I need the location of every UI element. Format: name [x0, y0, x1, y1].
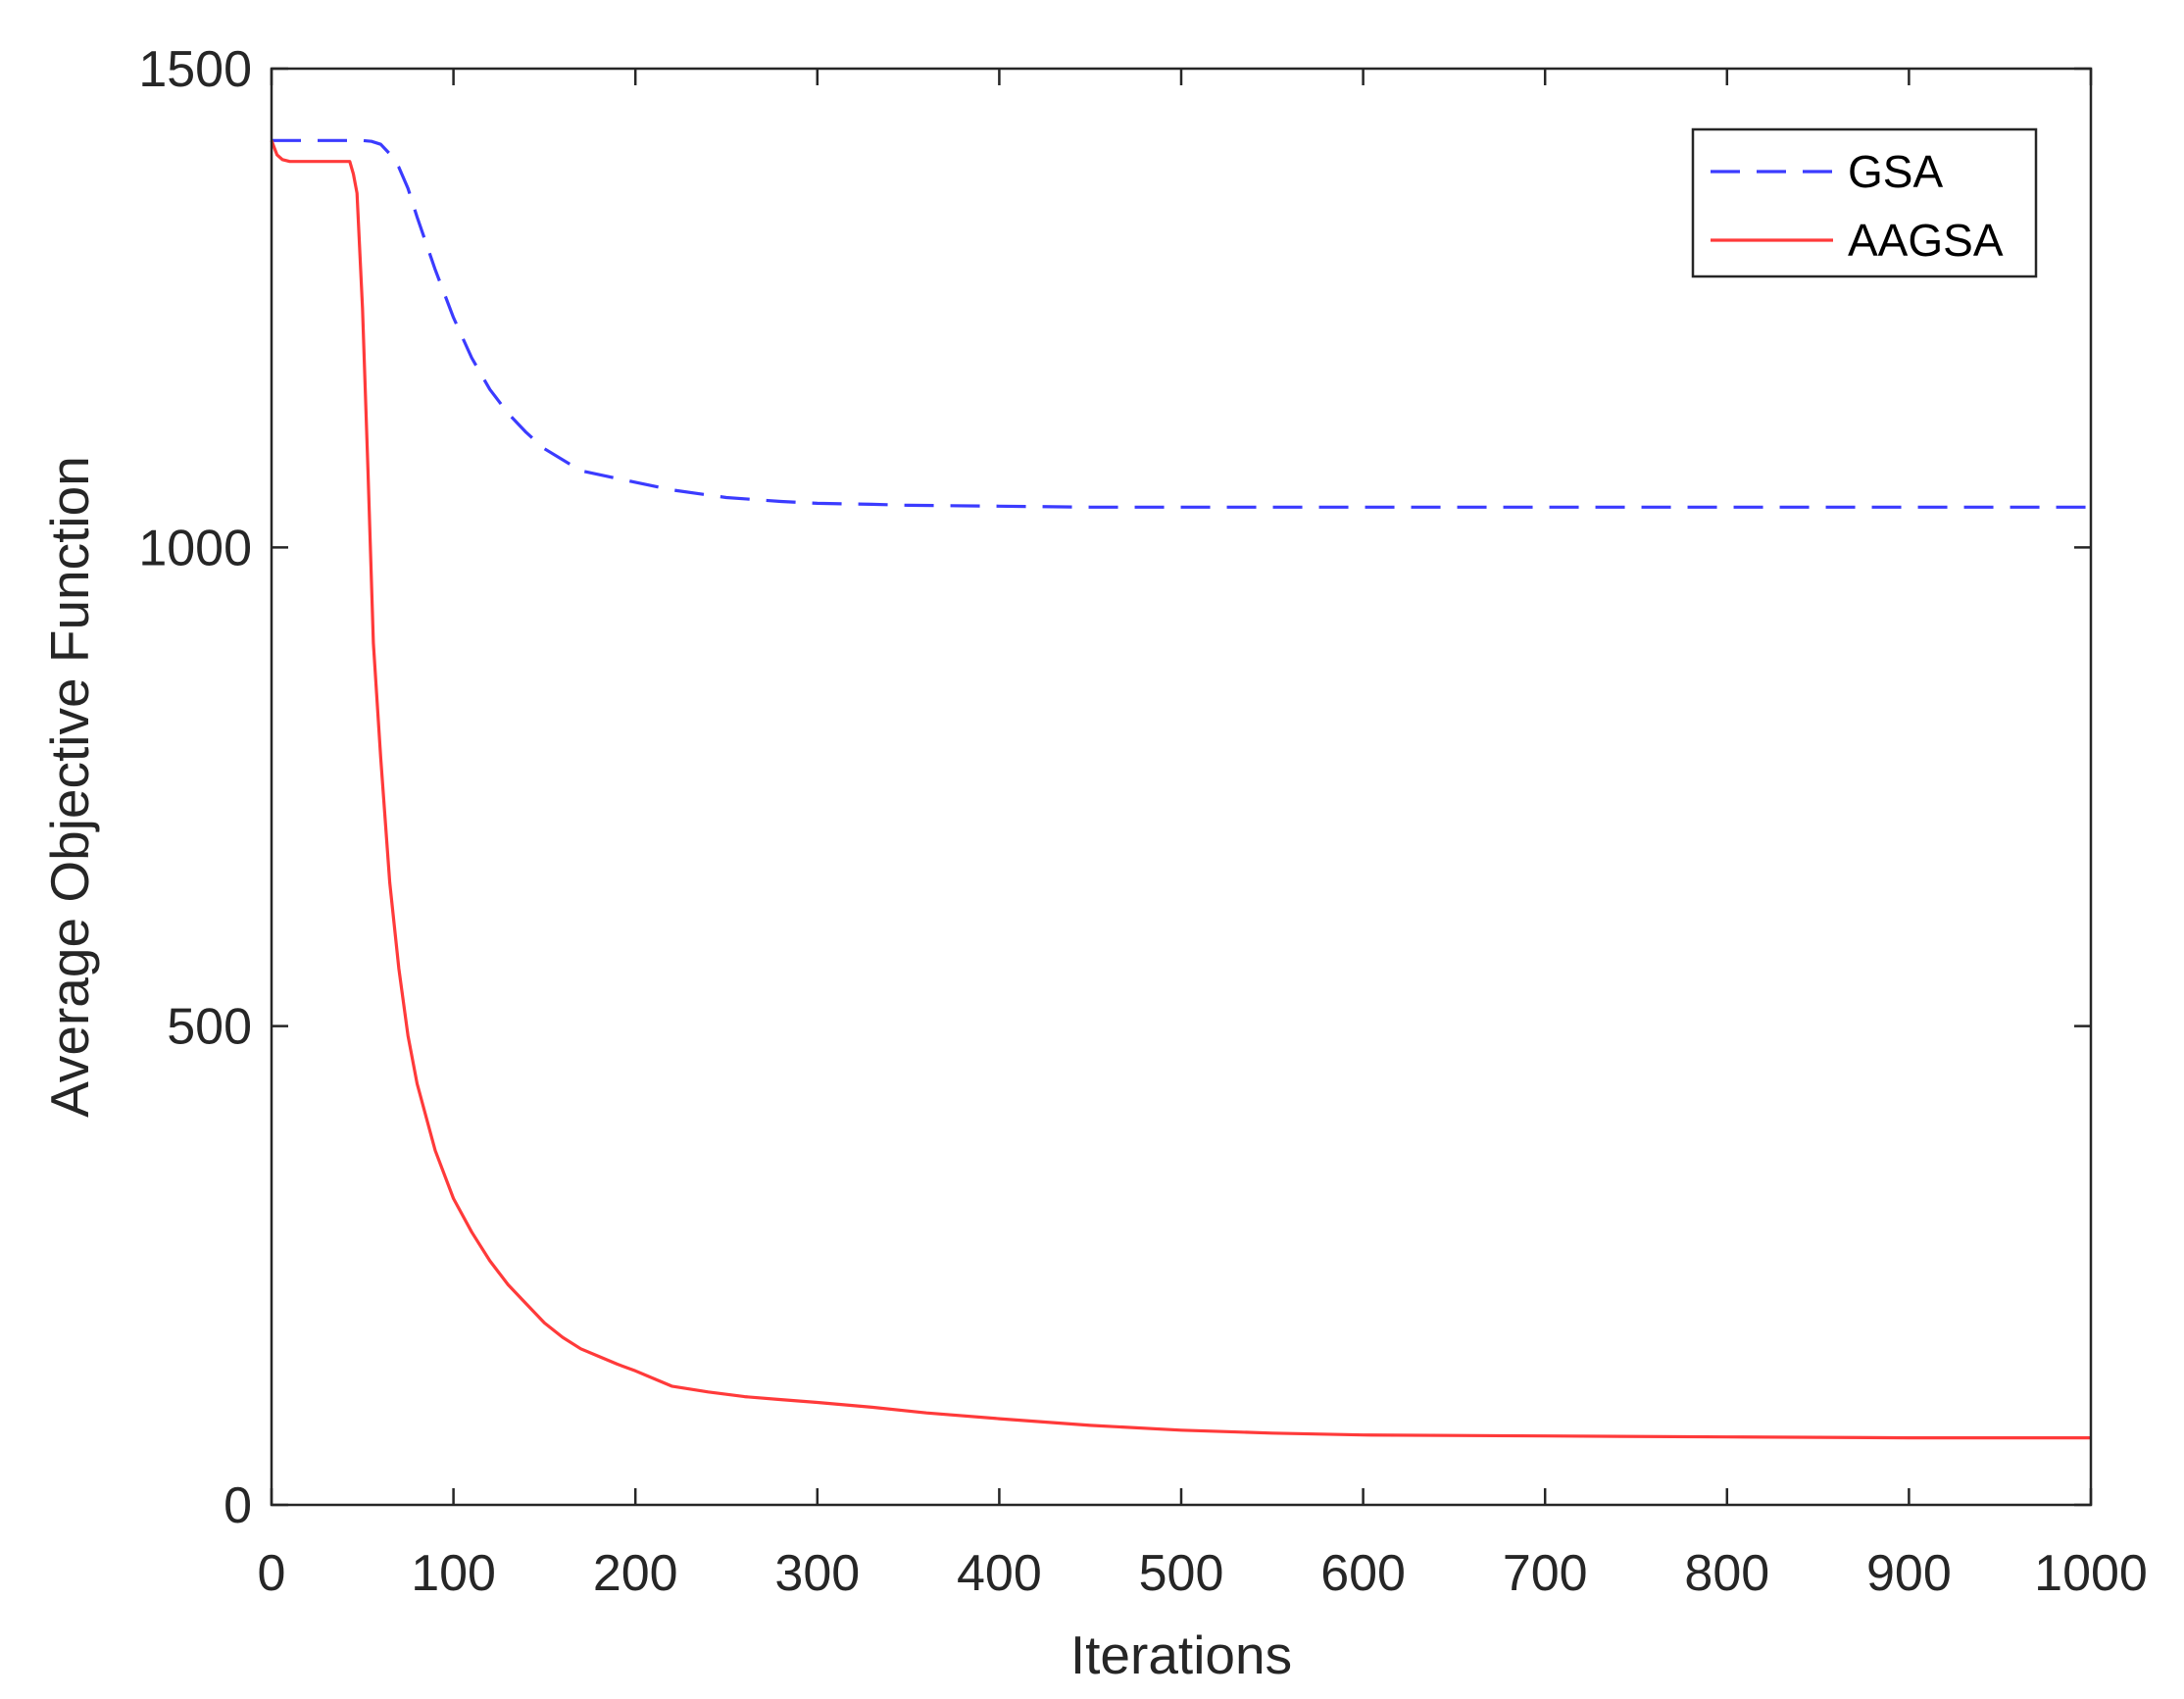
series-line-aagsa — [270, 139, 2091, 1440]
x-tick-label: 600 — [1320, 1545, 1406, 1602]
y-tick-label: 500 — [167, 999, 252, 1056]
series-layer — [270, 138, 2091, 1440]
x-tick-label: 200 — [593, 1545, 678, 1602]
x-tick-label: 700 — [1503, 1545, 1588, 1602]
x-tick-label: 900 — [1866, 1545, 1952, 1602]
x-axis-title: Iterations — [1070, 1624, 1292, 1685]
x-tick-label: 400 — [957, 1545, 1042, 1602]
x-tick-label: 100 — [411, 1545, 496, 1602]
y-tick-label: 1500 — [138, 41, 252, 98]
legend-label-aagsa: AAGSA — [1848, 215, 2004, 266]
legend: GSA AAGSA — [1691, 127, 2038, 278]
tick-layer: 0 100 200 300 400 500 600 700 800 900 1000 0 500 1000… — [138, 41, 2148, 1602]
series-line-gsa — [272, 138, 2091, 509]
y-tick-label: 0 — [223, 1477, 252, 1534]
legend-label-gsa: GSA — [1848, 146, 1943, 197]
x-tick-label: 500 — [1139, 1545, 1224, 1602]
y-tick-label: 1000 — [138, 520, 252, 576]
y-axis-title: Average Objective Function — [39, 456, 100, 1118]
legend-box — [1691, 127, 2038, 278]
x-tick-label: 300 — [774, 1545, 860, 1602]
x-tick-label: 0 — [258, 1545, 286, 1602]
x-tick-label: 800 — [1684, 1545, 1769, 1602]
x-tick-label: 1000 — [2034, 1545, 2148, 1602]
